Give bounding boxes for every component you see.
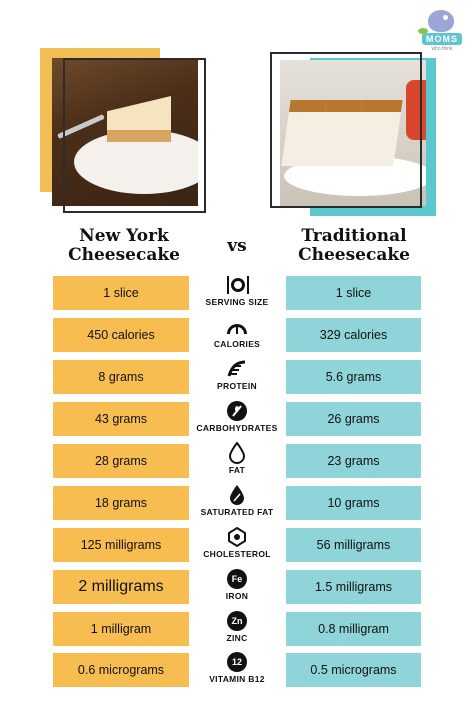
- right-title: Traditional Cheesecake: [274, 227, 434, 265]
- bird-icon: [428, 10, 454, 32]
- nutrient: SATURATED FAT: [194, 484, 280, 520]
- droplet-percent-icon: [225, 484, 249, 506]
- logo-subtext: who think: [431, 46, 453, 52]
- left-value: 18 grams: [53, 486, 189, 520]
- cheesecake-crust: [107, 130, 171, 142]
- row-fat: 28 grams FAT 23 grams: [0, 442, 474, 478]
- row-serving-size: 1 slice SERVING SIZE 1 slice: [0, 276, 474, 310]
- nutrient: Fe IRON: [194, 568, 280, 604]
- vitamin-b12-icon: 12: [225, 651, 249, 673]
- nutrient: SERVING SIZE: [194, 276, 280, 310]
- row-iron: 2 milligrams Fe IRON 1.5 milligrams: [0, 568, 474, 604]
- right-title-line1: Traditional: [301, 226, 407, 246]
- left-value: 125 milligrams: [53, 528, 189, 562]
- zinc-icon: Zn: [225, 610, 249, 632]
- left-photo-frame: [63, 58, 206, 213]
- nutrient-label: CALORIES: [213, 339, 261, 349]
- nutrient-label: PROTEIN: [217, 381, 257, 391]
- right-value: 56 milligrams: [286, 528, 421, 562]
- nutrient-label: VITAMIN B12: [209, 674, 265, 684]
- right-value: 0.5 micrograms: [286, 653, 421, 687]
- right-value: 10 grams: [286, 486, 421, 520]
- wheat-icon: [225, 400, 249, 422]
- left-value: 8 grams: [53, 360, 189, 394]
- row-carbohydrates: 43 grams CARBOHYDRATES 26 grams: [0, 400, 474, 436]
- right-value: 329 calories: [286, 318, 421, 352]
- left-title: New York Cheesecake: [44, 227, 204, 265]
- left-value: 43 grams: [53, 402, 189, 436]
- nutrient: PROTEIN: [194, 360, 280, 394]
- left-value: 1 slice: [53, 276, 189, 310]
- nutrient: CARBOHYDRATES: [194, 400, 280, 436]
- row-protein: 8 grams PROTEIN 5.6 grams: [0, 360, 474, 394]
- nutrient-label: SERVING SIZE: [205, 297, 269, 307]
- nutrient: 12 VITAMIN B12: [194, 651, 280, 687]
- right-value: 0.8 milligram: [286, 612, 421, 646]
- left-value: 0.6 micrograms: [53, 653, 189, 687]
- droplet-icon: [225, 442, 249, 464]
- iron-symbol: Fe: [227, 569, 247, 589]
- logo-text: MOMS: [422, 33, 462, 45]
- left-title-line2: Cheesecake: [68, 245, 180, 265]
- left-value: 450 calories: [53, 318, 189, 352]
- nutrient-label: FAT: [228, 465, 246, 475]
- site-logo: MOMS who think: [414, 8, 468, 56]
- row-calories: 450 calories CALORIES 329 calories: [0, 318, 474, 352]
- left-title-line1: New York: [79, 226, 169, 246]
- right-value: 26 grams: [286, 402, 421, 436]
- vitamin-b12-symbol: 12: [227, 652, 247, 672]
- zinc-symbol: Zn: [227, 611, 247, 631]
- nutrient: Zn ZINC: [194, 610, 280, 646]
- nutrient-label: CHOLESTEROL: [203, 549, 271, 559]
- right-title-line2: Cheesecake: [298, 245, 410, 265]
- leaf-icon: [418, 28, 428, 34]
- right-value: 5.6 grams: [286, 360, 421, 394]
- new-york-cheesecake-photo: [52, 58, 198, 206]
- nutrient-label: SATURATED FAT: [200, 507, 274, 517]
- row-zinc: 1 milligram Zn ZINC 0.8 milligram: [0, 610, 474, 646]
- iron-icon: Fe: [225, 568, 249, 590]
- vs-label: vs: [227, 236, 247, 256]
- right-value: 1.5 milligrams: [286, 570, 421, 604]
- nutrient: FAT: [194, 442, 280, 478]
- gauge-icon: [225, 316, 249, 338]
- right-value: 1 slice: [286, 276, 421, 310]
- nutrient-label: ZINC: [226, 633, 248, 643]
- left-value: 28 grams: [53, 444, 189, 478]
- protein-icon: [225, 358, 249, 380]
- utensils-plate-icon: [225, 274, 249, 296]
- right-value: 23 grams: [286, 444, 421, 478]
- row-vitamin-b12: 0.6 micrograms 12 VITAMIN B12 0.5 microg…: [0, 651, 474, 687]
- left-value: 1 milligram: [53, 612, 189, 646]
- molecule-icon: [225, 526, 249, 548]
- nutrient-label: IRON: [225, 591, 249, 601]
- nutrient-label: CARBOHYDRATES: [196, 423, 278, 433]
- right-photo-frame: [270, 52, 422, 208]
- left-value: 2 milligrams: [53, 570, 189, 604]
- row-cholesterol: 125 milligrams CHOLESTEROL 56 milligrams: [0, 526, 474, 562]
- row-saturated-fat: 18 grams SATURATED FAT 10 grams: [0, 484, 474, 520]
- nutrient: CHOLESTEROL: [194, 526, 280, 562]
- nutrient: CALORIES: [194, 318, 280, 352]
